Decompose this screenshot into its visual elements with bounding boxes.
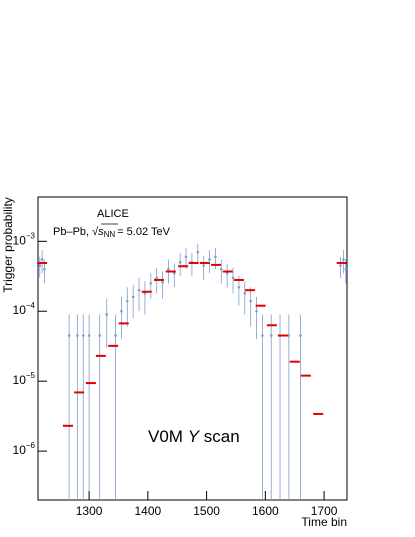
point	[38, 264, 42, 267]
scan-c: scan	[204, 427, 240, 446]
y-tick-exponent: −3	[26, 231, 36, 240]
y-tick-exponent: −5	[26, 371, 36, 380]
scan-a: V0M	[148, 427, 183, 446]
point	[98, 334, 101, 337]
y-axis-label: Trigger probability	[1, 197, 15, 293]
point	[225, 271, 229, 275]
scan-b: Y	[188, 427, 201, 446]
y-tick-exponent: −4	[26, 301, 36, 310]
y-tick-exponent: −6	[26, 441, 36, 450]
system-label: Pb–Pb, √sNN = 5.02 TeV	[53, 226, 171, 239]
sub: NN	[104, 230, 116, 239]
point	[114, 334, 117, 337]
x-axis-label: Time bin	[301, 515, 347, 529]
point	[231, 276, 235, 280]
point	[196, 250, 200, 254]
point	[269, 334, 273, 337]
point	[76, 334, 79, 337]
system: Pb–Pb,	[53, 226, 89, 238]
point	[105, 313, 109, 316]
y-tick-base: 10	[13, 233, 27, 247]
point	[81, 334, 85, 337]
point	[208, 258, 211, 261]
point	[125, 299, 129, 303]
experiment-label: ALICE	[97, 208, 129, 220]
y-tick-label: 10−4	[13, 301, 36, 317]
point	[40, 258, 44, 261]
point	[249, 299, 252, 303]
point	[161, 280, 164, 284]
point	[131, 295, 135, 299]
scan-label: V0M Y scan	[148, 427, 240, 446]
s: s	[98, 226, 104, 238]
point	[67, 334, 71, 337]
point	[344, 267, 348, 271]
x-tick-label: 1400	[135, 504, 162, 518]
point	[342, 258, 345, 261]
x-tick-label: 1600	[252, 504, 279, 518]
point	[178, 261, 182, 264]
x-tick-label: 1500	[193, 504, 220, 518]
point	[243, 292, 247, 295]
point	[184, 255, 188, 259]
y-tick-label: 10−5	[13, 371, 36, 387]
point	[255, 309, 258, 313]
y-tick-base: 10	[13, 373, 27, 387]
point	[214, 255, 217, 259]
plot-frame	[37, 196, 348, 501]
x-tick-label: 1300	[76, 504, 103, 518]
point	[87, 334, 91, 337]
x-tick-label: 1700	[311, 504, 338, 518]
point	[299, 334, 302, 337]
marks	[37, 243, 348, 500]
point	[172, 271, 176, 275]
point	[339, 264, 342, 267]
point	[155, 276, 158, 280]
y-tick-base: 10	[13, 443, 27, 457]
y-tick-base: 10	[13, 303, 27, 317]
point	[137, 288, 141, 292]
point	[202, 264, 205, 267]
point	[287, 334, 291, 337]
root: √	[92, 226, 99, 238]
point	[149, 282, 153, 285]
point	[43, 267, 46, 271]
point	[120, 309, 123, 313]
point	[219, 267, 223, 271]
point	[237, 285, 241, 289]
y-tick-label: 10−6	[13, 441, 36, 457]
point	[261, 334, 264, 337]
point	[167, 267, 170, 271]
energy: = 5.02 TeV	[117, 226, 170, 238]
y-tick-label: 10−3	[13, 231, 36, 247]
